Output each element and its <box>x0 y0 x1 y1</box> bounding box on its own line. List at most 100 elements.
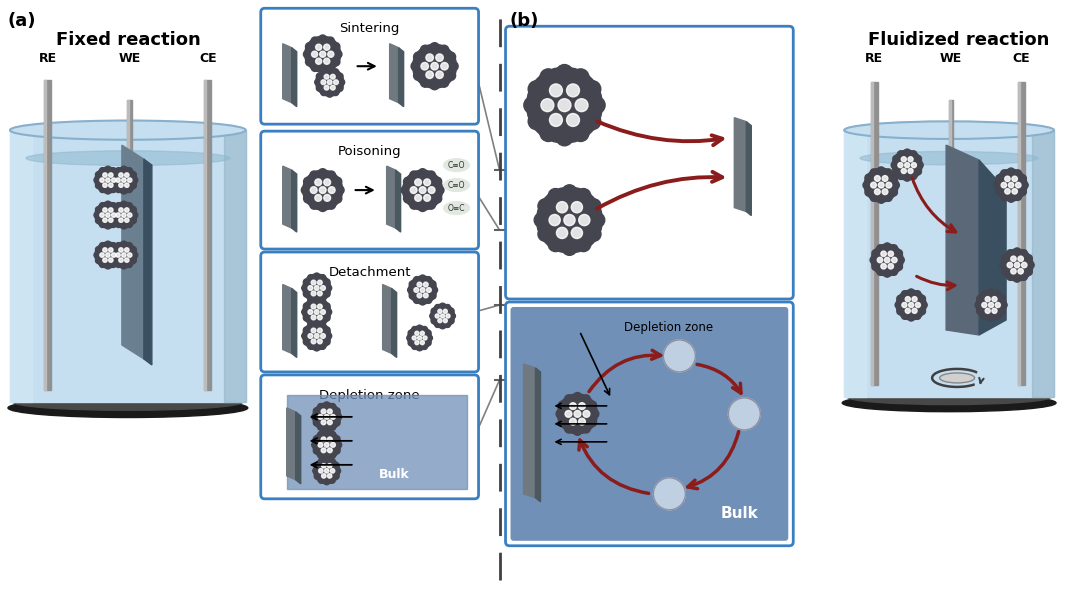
Circle shape <box>121 178 127 182</box>
Bar <box>1017 82 1019 385</box>
Circle shape <box>1026 268 1032 276</box>
Circle shape <box>116 222 121 228</box>
Circle shape <box>108 218 113 222</box>
Circle shape <box>906 309 910 313</box>
Circle shape <box>863 181 870 189</box>
Circle shape <box>548 237 562 251</box>
Circle shape <box>112 213 116 217</box>
Circle shape <box>330 468 335 473</box>
Circle shape <box>412 344 417 349</box>
Circle shape <box>567 84 579 97</box>
Circle shape <box>329 424 336 430</box>
Circle shape <box>976 296 983 302</box>
Circle shape <box>327 409 333 414</box>
Circle shape <box>1012 176 1017 182</box>
Circle shape <box>558 418 568 427</box>
Circle shape <box>321 286 325 290</box>
Circle shape <box>891 162 898 168</box>
Circle shape <box>988 289 995 296</box>
Circle shape <box>576 237 591 251</box>
Circle shape <box>119 258 123 263</box>
Circle shape <box>321 420 326 425</box>
Circle shape <box>327 474 332 478</box>
Circle shape <box>105 188 111 194</box>
Circle shape <box>982 303 987 307</box>
Circle shape <box>124 218 129 222</box>
Circle shape <box>304 327 309 333</box>
Circle shape <box>103 208 107 212</box>
Circle shape <box>328 186 335 194</box>
Circle shape <box>865 189 872 196</box>
Circle shape <box>995 169 1027 201</box>
Circle shape <box>95 218 101 224</box>
Circle shape <box>432 194 442 203</box>
Circle shape <box>915 303 921 307</box>
Text: C≡O: C≡O <box>447 160 466 169</box>
Circle shape <box>441 314 444 318</box>
Circle shape <box>411 61 421 71</box>
Circle shape <box>426 277 431 283</box>
FancyBboxPatch shape <box>261 8 479 124</box>
Circle shape <box>324 303 330 309</box>
Circle shape <box>313 468 319 474</box>
Circle shape <box>308 343 313 349</box>
Circle shape <box>653 478 686 510</box>
Circle shape <box>415 340 418 345</box>
Circle shape <box>330 86 335 90</box>
Circle shape <box>112 183 117 188</box>
Circle shape <box>420 275 426 281</box>
Circle shape <box>413 297 420 303</box>
Circle shape <box>438 309 442 313</box>
Circle shape <box>124 258 129 263</box>
Circle shape <box>976 290 1006 320</box>
Circle shape <box>121 201 127 207</box>
Circle shape <box>427 288 431 293</box>
Circle shape <box>304 291 309 297</box>
Circle shape <box>574 411 580 417</box>
Circle shape <box>313 297 320 303</box>
Circle shape <box>103 258 107 263</box>
Circle shape <box>431 287 438 293</box>
Circle shape <box>892 257 897 263</box>
Circle shape <box>915 155 922 162</box>
Circle shape <box>999 296 1005 302</box>
Circle shape <box>556 64 573 81</box>
Circle shape <box>417 293 422 298</box>
Circle shape <box>893 168 899 175</box>
Ellipse shape <box>26 151 230 165</box>
Circle shape <box>314 310 319 314</box>
Circle shape <box>317 85 323 91</box>
Circle shape <box>1014 275 1020 282</box>
Circle shape <box>119 208 123 212</box>
Circle shape <box>528 113 545 130</box>
FancyBboxPatch shape <box>261 252 479 372</box>
Circle shape <box>582 395 590 404</box>
Circle shape <box>1001 182 1006 188</box>
Circle shape <box>988 314 995 321</box>
Circle shape <box>1014 263 1019 268</box>
Circle shape <box>318 315 322 320</box>
Circle shape <box>310 201 319 209</box>
Bar <box>10 130 32 402</box>
Circle shape <box>116 178 120 182</box>
Circle shape <box>897 308 903 314</box>
Circle shape <box>302 186 310 195</box>
Circle shape <box>128 253 132 257</box>
Circle shape <box>321 448 326 453</box>
Circle shape <box>313 345 320 351</box>
Circle shape <box>334 80 338 84</box>
Circle shape <box>94 212 100 218</box>
Circle shape <box>976 308 983 314</box>
Text: RE: RE <box>39 52 57 65</box>
Circle shape <box>336 414 341 420</box>
Circle shape <box>321 80 326 84</box>
Polygon shape <box>386 166 396 228</box>
Circle shape <box>430 313 435 319</box>
Circle shape <box>324 426 329 432</box>
Circle shape <box>556 409 564 418</box>
Circle shape <box>572 69 589 86</box>
Circle shape <box>312 403 341 431</box>
Circle shape <box>1026 255 1032 262</box>
Circle shape <box>111 187 116 192</box>
Circle shape <box>908 157 913 162</box>
